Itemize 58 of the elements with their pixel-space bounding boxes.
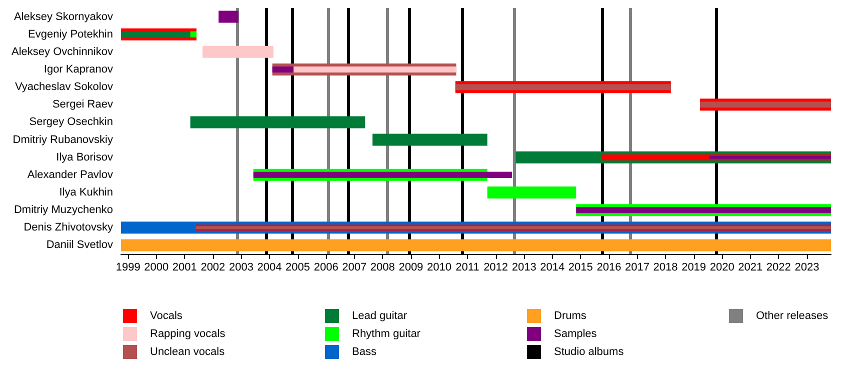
x-tick-label: 2023 — [794, 262, 820, 274]
y-tick-label: Vyacheslav Sokolov — [14, 81, 114, 94]
y-tick-label: Dmitriy Muzychenko — [14, 204, 113, 216]
x-tick-label: 2001 — [172, 262, 197, 274]
bar — [372, 134, 488, 146]
x-tick-label: 2014 — [540, 262, 565, 274]
x-tick-label: 2007 — [342, 262, 367, 274]
bar — [455, 84, 671, 90]
bar — [272, 66, 294, 72]
x-tick-label: 2016 — [596, 262, 622, 274]
y-tick-label: Denis Zhivotovsky — [24, 222, 114, 234]
x-tick-label: 2017 — [624, 262, 650, 274]
x-tick-label: 2010 — [426, 262, 452, 274]
x-tick-label: 2019 — [682, 262, 706, 274]
x-tick-label: 2012 — [484, 262, 508, 274]
bar — [253, 172, 512, 178]
y-tick-label: Aleksey Ovchinnikov — [12, 46, 114, 58]
legend-label: Bass — [352, 346, 377, 358]
y-tick-label: Igor Kapranov — [44, 64, 114, 76]
legend-label: Rhythm guitar — [352, 328, 421, 340]
x-tick-label: 2002 — [200, 262, 226, 274]
legend-label: Studio albums — [554, 346, 624, 358]
y-tick-label: Ilya Borisov — [56, 151, 114, 164]
x-tick-label: 2006 — [314, 262, 338, 274]
x-tick-label: 2021 — [738, 262, 763, 274]
x-tick-label: 2004 — [257, 262, 282, 274]
bar — [576, 207, 831, 214]
x-tick-label: 2018 — [653, 262, 678, 274]
legend-label: Rapping vocals — [150, 328, 226, 340]
x-tick-label: 2020 — [710, 262, 734, 274]
bar — [700, 102, 831, 108]
x-tick-label: 1999 — [116, 262, 140, 274]
y-tick-label: Evgeniy Potekhin — [28, 28, 113, 40]
x-tick-label: 2003 — [228, 262, 254, 274]
y-tick-label: Sergei Raev — [52, 98, 114, 111]
y-tick-label: Sergey Osechkin — [29, 116, 113, 128]
legend-label: Vocals — [150, 310, 183, 322]
legend-label: Other releases — [756, 310, 829, 322]
x-tick-label: 2005 — [286, 262, 310, 274]
legend-label: Unclean vocals — [150, 346, 226, 358]
x-tick-label: 2000 — [144, 262, 169, 274]
x-tick-label: 2015 — [568, 262, 593, 274]
x-tick-label: 2011 — [456, 262, 480, 274]
x-tick-label: 2009 — [398, 262, 424, 274]
x-tick-label: 2008 — [370, 262, 395, 274]
y-tick-label: Daniil Svetlov — [46, 239, 114, 252]
legend-label: Samples — [554, 328, 598, 340]
legend-label: Drums — [554, 310, 587, 322]
x-tick-label: 2013 — [512, 262, 536, 274]
y-tick-label: Aleksey Skornyakov — [14, 10, 114, 23]
bar — [190, 116, 366, 128]
legend-label: Lead guitar — [352, 310, 408, 322]
bar — [121, 239, 831, 252]
y-tick-label: Ilya Kukhin — [59, 186, 113, 198]
y-tick-label: Alexander Pavlov — [27, 168, 114, 181]
bar — [487, 186, 576, 198]
x-tick-label: 2022 — [766, 262, 791, 274]
y-tick-label: Dmitriy Rubanovskiy — [12, 134, 114, 146]
